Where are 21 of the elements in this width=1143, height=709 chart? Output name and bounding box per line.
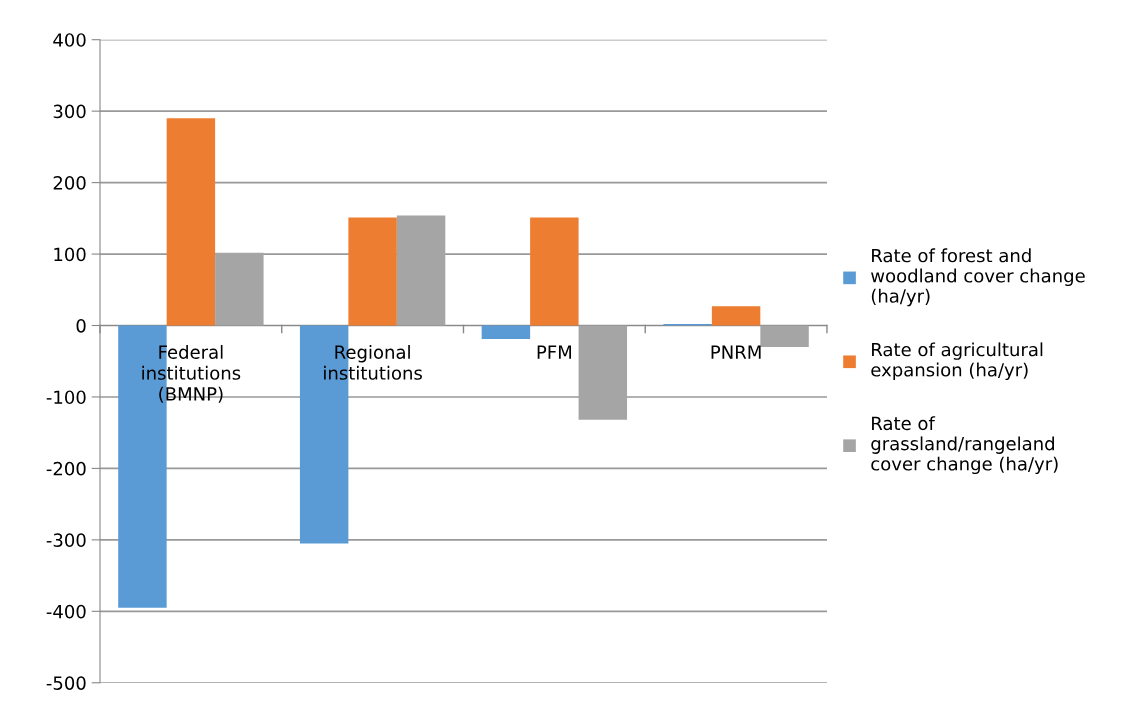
legend-label: Rate of forest and woodland cover change (ha/yr): [871, 248, 1085, 307]
bar: [166, 118, 216, 326]
y-tick-label: -100: [46, 390, 86, 405]
y-tick-label: 0: [76, 318, 86, 333]
y-tick-label: 100: [54, 247, 86, 262]
y-tick-label: -300: [46, 533, 86, 547]
x-tick-label: PNRM: [711, 345, 761, 359]
y-tick-label: -400: [46, 604, 86, 619]
bar: [760, 325, 809, 347]
legend-label: Rate of agricultural expansion (ha/yr): [871, 342, 1043, 381]
y-tick-label: -200: [46, 461, 86, 476]
x-tick-label: PFM: [537, 345, 572, 359]
y-tick-label: 200: [53, 176, 86, 190]
y-tick-label: 400: [53, 33, 86, 47]
bar: [348, 217, 397, 326]
y-tick-label: -500: [46, 676, 86, 690]
bar: [530, 217, 579, 326]
bar: [481, 325, 531, 340]
y-tick-label: 300: [53, 104, 86, 119]
bar: [711, 306, 761, 326]
legend-label: Rate of grassland/rangeland cover change (ha/yr): [871, 416, 1058, 475]
